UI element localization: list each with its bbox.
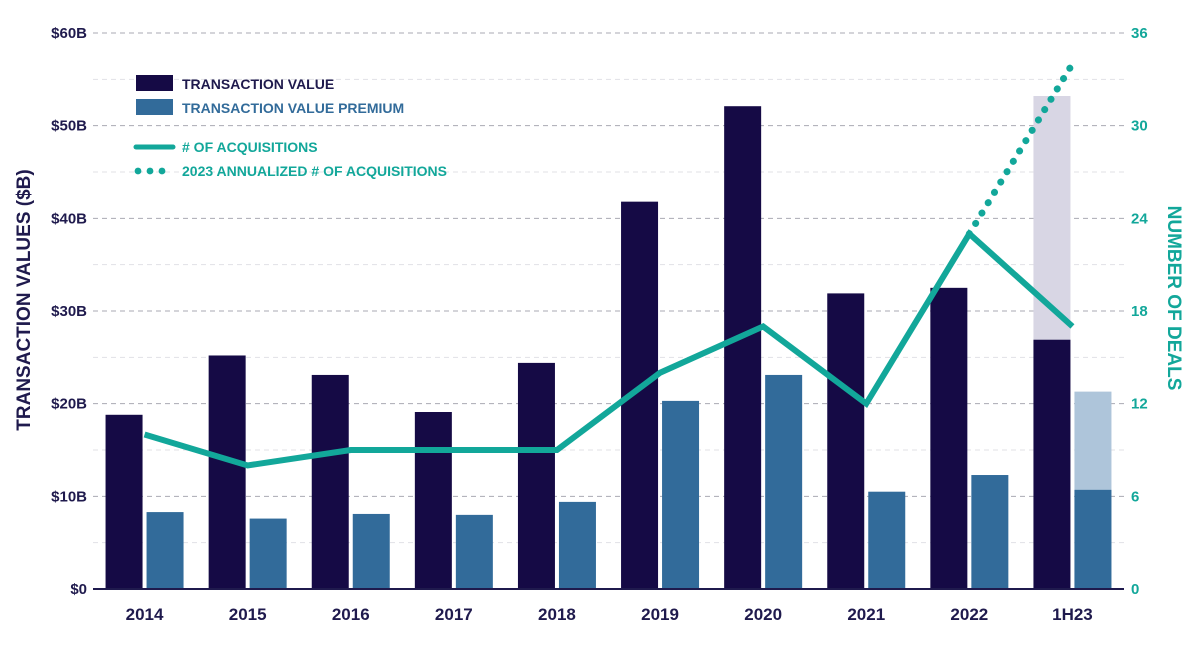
transaction-value-premium-bar: [971, 475, 1009, 589]
left-axis-title: TRANSACTION VALUES ($B): [14, 169, 35, 430]
x-tick-label: 2016: [332, 605, 370, 624]
transaction-value-premium-bar: [146, 512, 184, 589]
legend-swatch-annualized: [134, 167, 166, 175]
x-tick-label: 2021: [847, 605, 885, 624]
left-tick-label: $20B: [51, 396, 87, 413]
right-tick-label: 24: [1131, 210, 1148, 227]
transaction-value-premium-bar: [662, 400, 700, 589]
x-tick-label: 2022: [950, 605, 988, 624]
x-tick-label: 2020: [744, 605, 782, 624]
right-axis-title: NUMBER OF DEALS: [1163, 206, 1184, 391]
bars: [105, 96, 1112, 590]
left-tick-label: $10B: [51, 488, 87, 505]
legend-label-transaction-value: TRANSACTION VALUE: [182, 76, 334, 92]
transaction-value-premium-bar: [868, 491, 906, 589]
legend-label-transaction-value-premium: TRANSACTION VALUE PREMIUM: [182, 100, 404, 116]
left-tick-label: $50B: [51, 118, 87, 135]
transaction-value-bar: [1033, 339, 1071, 589]
x-axis-ticks: 2014 2015 2016 2017 2018 2019 2020 2021 2022 1H23: [126, 605, 1093, 624]
right-axis-ticks: 0 6 12 18 24 30 36: [1131, 25, 1148, 598]
left-tick-label: $60B: [51, 25, 87, 42]
right-tick-label: 0: [1131, 581, 1139, 598]
transaction-value-bar: [311, 374, 349, 589]
transaction-value-premium-bar: [765, 374, 803, 589]
transaction-value-bar: [208, 355, 246, 589]
transaction-value-bar: [930, 287, 968, 589]
x-tick-label: 2017: [435, 605, 473, 624]
transaction-value-bar: [517, 362, 555, 589]
left-axis-ticks: $0 $10B $20B $30B $40B $50B $60B: [51, 25, 87, 598]
left-tick-label: $30B: [51, 303, 87, 320]
transaction-value-premium-bar: [1074, 489, 1112, 589]
legend: TRANSACTION VALUE TRANSACTION VALUE PREM…: [133, 75, 447, 179]
legend-swatch-transaction-value-premium: [136, 99, 173, 115]
transaction-value-premium-bar: [455, 514, 493, 589]
right-tick-label: 6: [1131, 488, 1139, 505]
transaction-value-bar: [724, 106, 762, 589]
right-tick-label: 30: [1131, 118, 1148, 135]
right-tick-label: 12: [1131, 396, 1148, 413]
transaction-value-premium-bar: [249, 518, 287, 589]
right-tick-label: 18: [1131, 303, 1148, 320]
transaction-value-bar: [827, 293, 865, 589]
transaction-value-bar: [105, 414, 143, 589]
right-tick-label: 36: [1131, 25, 1148, 42]
transaction-value-premium-bar: [558, 501, 596, 589]
transaction-value-premium-bar: [352, 513, 390, 589]
legend-label-acquisitions: # OF ACQUISITIONS: [182, 139, 318, 155]
x-tick-label: 2018: [538, 605, 576, 624]
lines: [143, 60, 1076, 469]
acquisitions-line: [143, 229, 1075, 469]
transaction-value-bar: [414, 412, 452, 589]
x-tick-label: 1H23: [1052, 605, 1093, 624]
legend-swatch-transaction-value: [136, 75, 173, 91]
x-tick-label: 2019: [641, 605, 679, 624]
left-tick-label: $40B: [51, 210, 87, 227]
x-tick-label: 2014: [126, 605, 164, 624]
x-tick-label: 2015: [229, 605, 267, 624]
left-tick-label: $0: [70, 581, 87, 598]
legend-label-annualized: 2023 ANNUALIZED # OF ACQUISITIONS: [182, 163, 447, 179]
annualized-acquisitions-line: [965, 60, 1076, 238]
